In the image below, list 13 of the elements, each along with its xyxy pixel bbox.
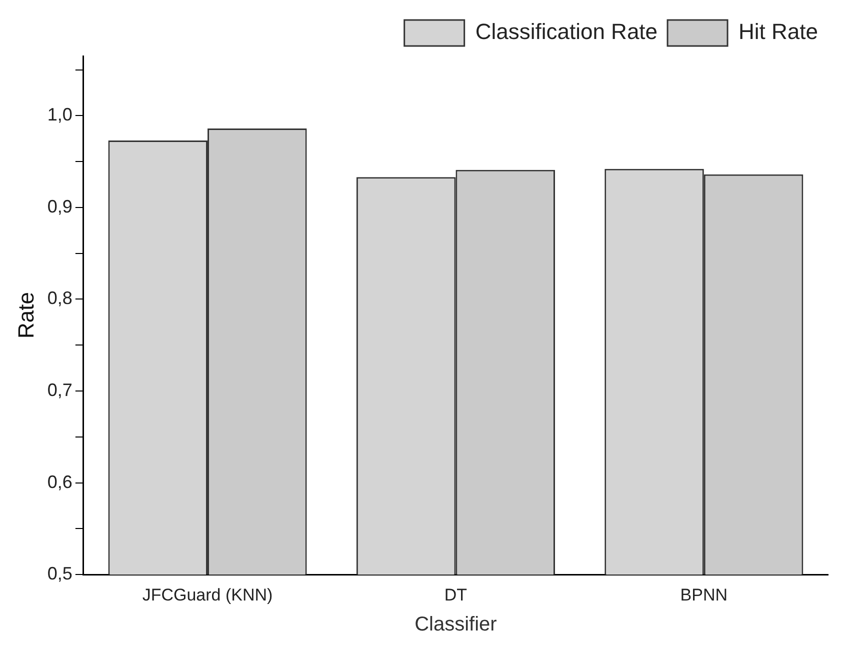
x-tick-label: JFCGuard (KNN) (142, 585, 273, 604)
legend-label: Classification Rate (475, 19, 658, 44)
y-tick-label: 1,0 (47, 104, 72, 125)
y-tick-label: 0,8 (47, 288, 72, 308)
legend-label: Hit Rate (738, 19, 818, 44)
y-tick-label: 0,5 (47, 564, 72, 584)
x-tick-label: DT (444, 585, 468, 604)
x-axis-title: Classifier (414, 614, 498, 636)
y-tick-label: 0,9 (47, 196, 72, 216)
y-axis-title: Rate (13, 292, 38, 339)
y-tick-label: 0,7 (47, 380, 72, 400)
x-tick-label: BPNN (680, 585, 728, 604)
y-tick-label: 0,6 (47, 472, 72, 492)
